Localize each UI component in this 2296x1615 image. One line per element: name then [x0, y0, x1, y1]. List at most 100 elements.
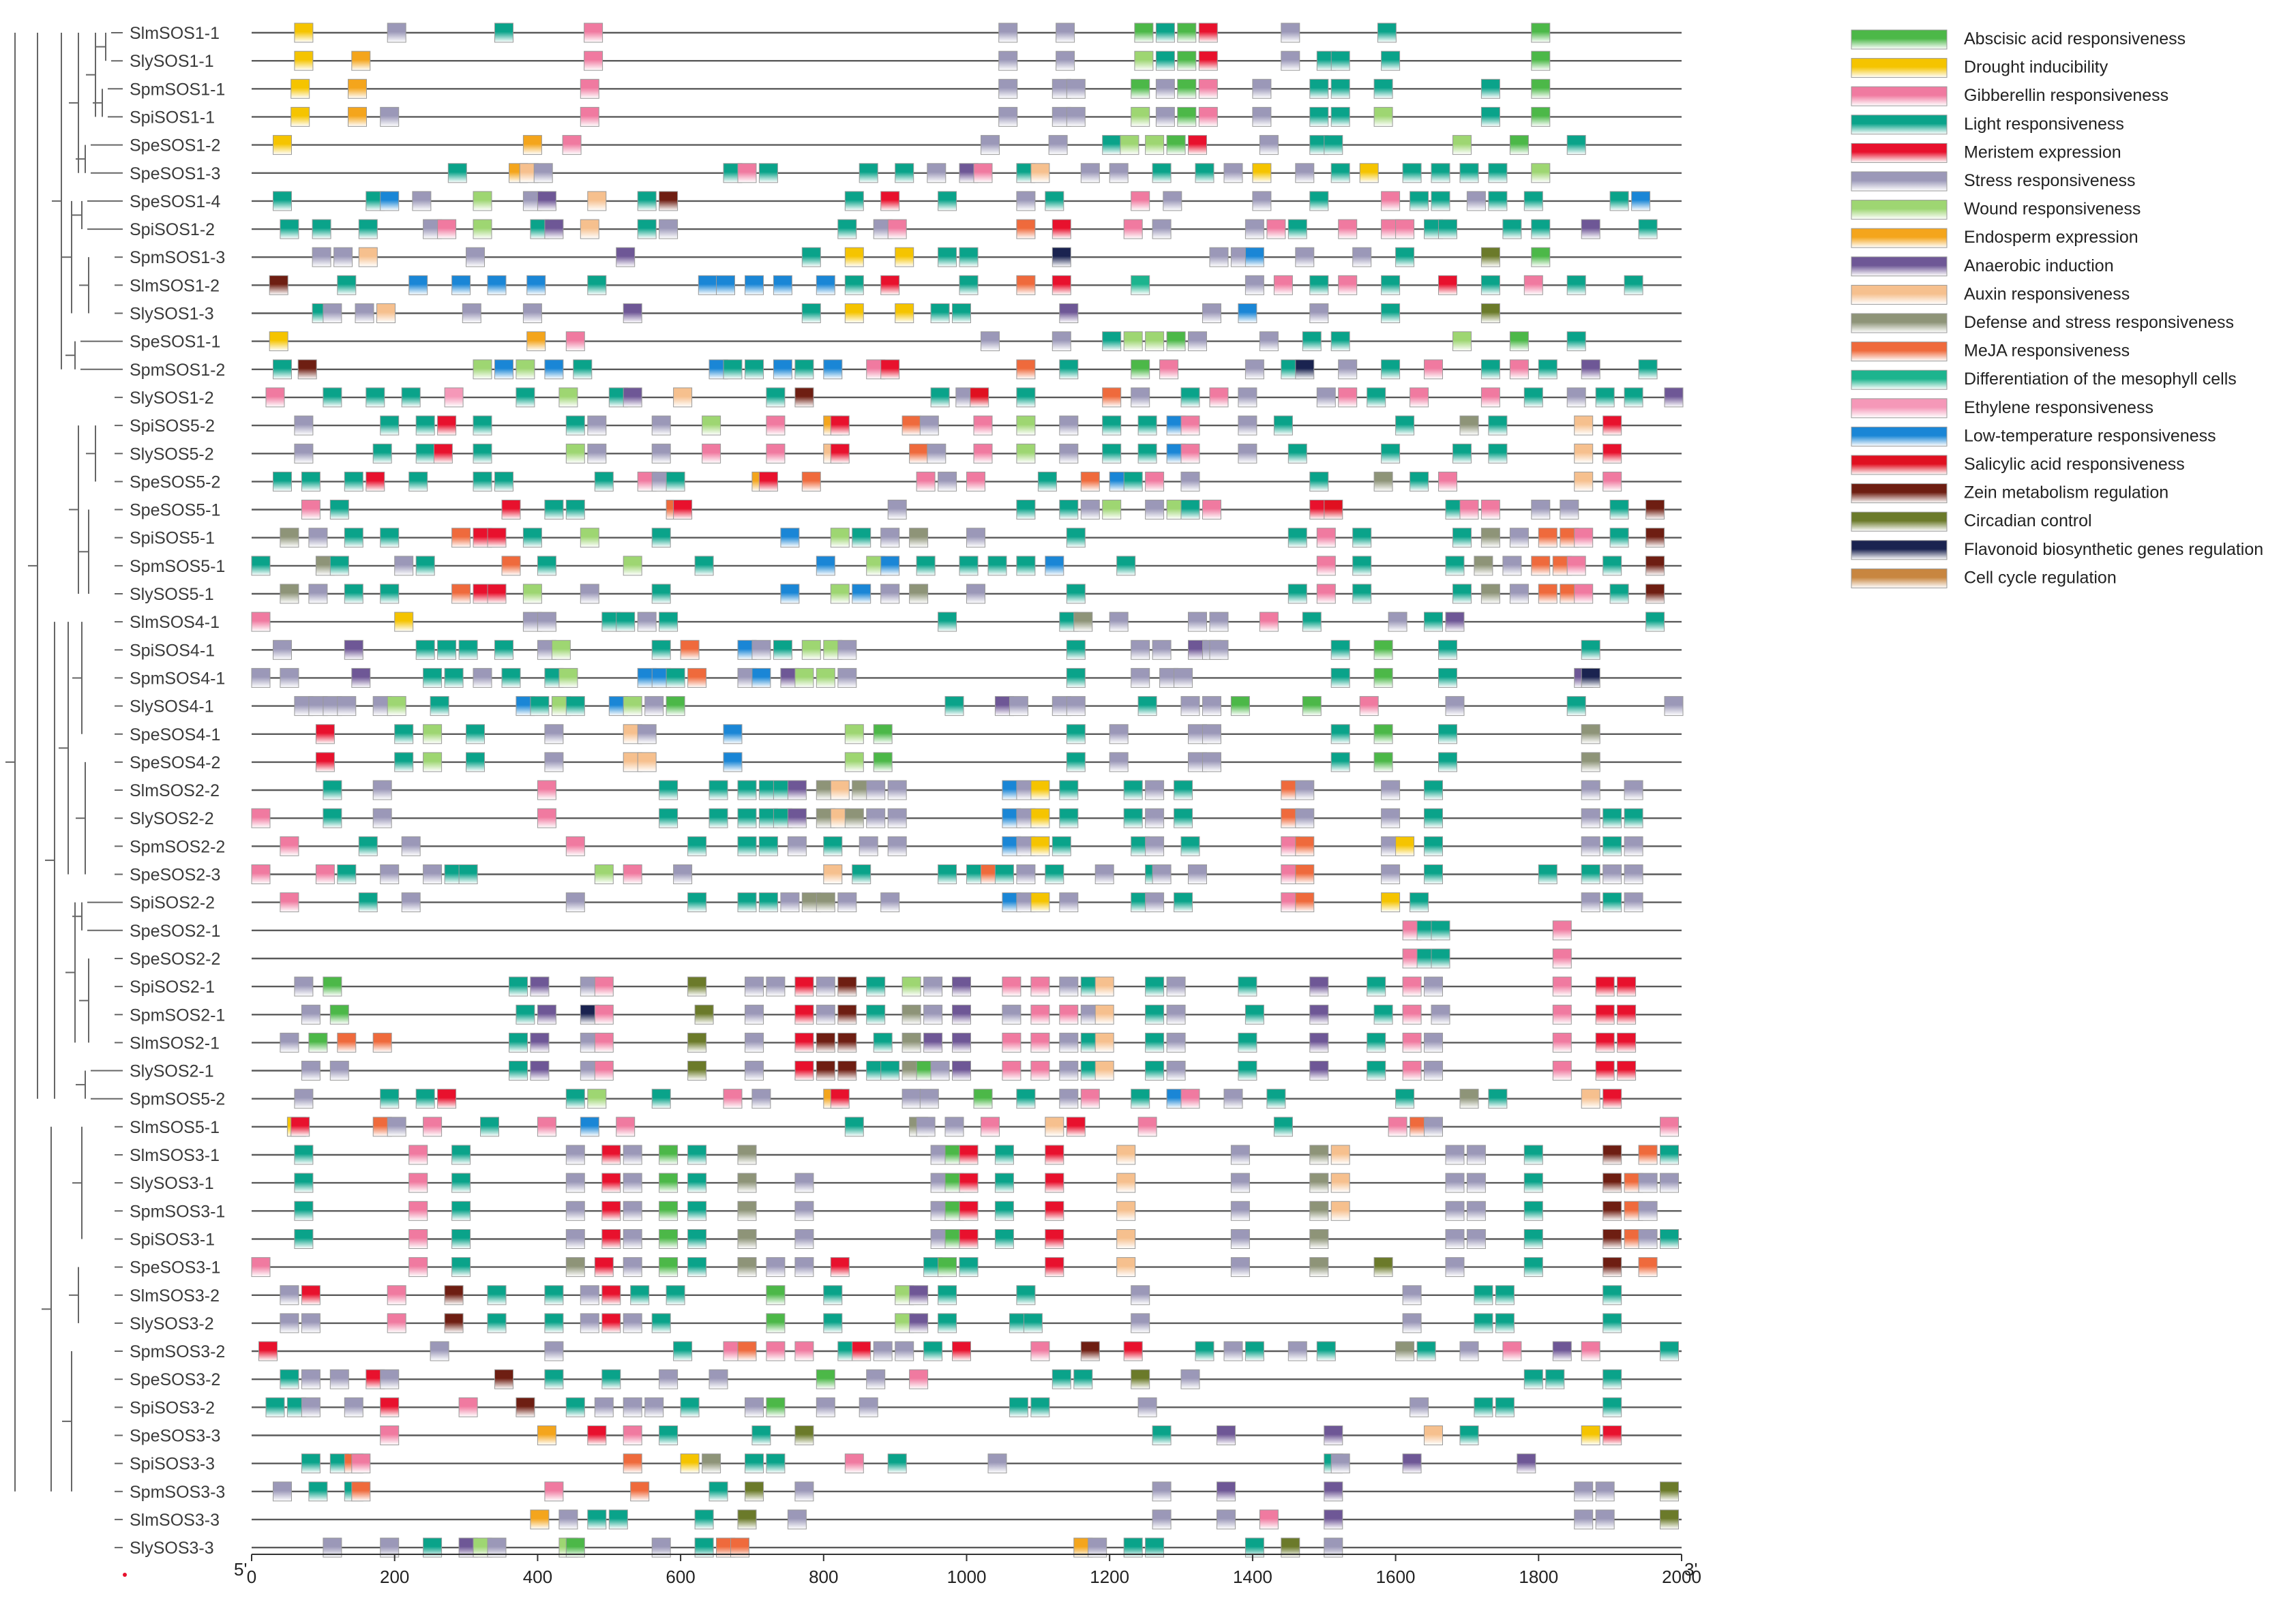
cis-element-box	[451, 275, 471, 295]
cis-element-box	[1502, 219, 1522, 239]
cis-element-box	[1574, 415, 1594, 436]
cis-element-box	[544, 1341, 564, 1361]
legend-swatch	[1851, 256, 1948, 277]
cis-element-box	[709, 1369, 728, 1389]
cis-element-box	[565, 331, 585, 352]
cis-element-box	[1131, 1285, 1150, 1305]
cis-element-box	[794, 1032, 814, 1053]
cis-element-box	[1509, 528, 1529, 548]
cis-element-box	[637, 191, 657, 211]
cis-element-box	[1230, 1145, 1250, 1165]
cis-element-box	[565, 836, 585, 856]
cis-element-box	[1259, 1509, 1279, 1530]
cis-element-box	[998, 78, 1018, 99]
cis-element-box	[433, 443, 453, 464]
gene-row: SlmSOS2-2	[130, 780, 1682, 800]
cis-element-box	[1273, 1117, 1293, 1137]
gene-label: SpeSOS4-1	[130, 725, 220, 744]
gene-label: SpmSOS3-2	[130, 1342, 225, 1361]
cis-element-box	[323, 780, 342, 800]
cis-element-box	[1152, 1425, 1172, 1445]
cis-element-box	[859, 836, 878, 856]
cis-element-box	[1459, 1425, 1479, 1445]
cis-element-box	[923, 1032, 943, 1053]
cis-element-box	[587, 415, 607, 436]
legend-swatch	[1851, 483, 1948, 504]
cis-element-box	[659, 612, 679, 632]
cis-element-box	[1438, 219, 1457, 239]
cis-element-box	[1367, 976, 1386, 997]
cis-element-box	[487, 1285, 507, 1305]
cis-element-box	[1030, 836, 1050, 856]
axis-tick-label: 200	[380, 1567, 409, 1587]
cis-element-box	[1595, 1032, 1615, 1053]
cis-element-box	[1056, 22, 1075, 43]
gene-row: SpeSOS2-1	[130, 920, 1682, 941]
gene-label: SlmSOS1-1	[130, 24, 220, 43]
cis-element-box	[1602, 471, 1622, 492]
cis-element-box	[430, 1341, 449, 1361]
gene-row: SpiSOS5-1	[130, 528, 1682, 548]
cis-element-box	[1466, 1201, 1486, 1221]
cis-element-box	[981, 1117, 1000, 1137]
cis-element-box	[1395, 836, 1415, 856]
cis-element-box	[651, 584, 671, 604]
cis-element-box	[666, 696, 685, 716]
cis-element-box	[551, 639, 571, 660]
cis-element-box	[530, 1032, 550, 1053]
cis-element-box	[1163, 191, 1182, 211]
cis-element-box	[1030, 976, 1050, 997]
cis-element-box	[1523, 387, 1543, 408]
cis-element-box	[1373, 78, 1393, 99]
cis-element-box	[1094, 1061, 1114, 1081]
gene-label: SlmSOS2-2	[130, 781, 220, 800]
cis-element-box	[1180, 415, 1200, 436]
cis-element-box	[387, 696, 406, 716]
cis-element-box	[301, 500, 320, 519]
cis-element-box	[673, 500, 693, 519]
cis-element-box	[1480, 247, 1500, 267]
legend-label: Salicylic acid responsiveness	[1964, 455, 2185, 474]
cis-element-box	[1480, 528, 1500, 548]
cis-element-box	[1531, 556, 1551, 576]
gene-row: SpiSOS3-1	[130, 1229, 1682, 1250]
cis-element-box	[337, 696, 357, 716]
cis-element-box	[1602, 1089, 1622, 1109]
gene-row: SpmSOS4-1	[130, 667, 1682, 688]
cis-element-box	[387, 1285, 406, 1305]
cis-element-box	[1131, 387, 1150, 408]
cis-element-box	[1459, 1341, 1479, 1361]
cis-element-box	[1166, 1061, 1186, 1081]
cis-element-box	[308, 584, 328, 604]
cis-element-box	[1217, 1425, 1236, 1445]
cis-element-box	[873, 1032, 893, 1053]
cis-element-box	[1030, 780, 1050, 800]
gene-label: SpmSOS2-1	[130, 1006, 225, 1025]
cis-element-box	[1402, 1032, 1422, 1053]
cis-element-box	[1495, 1285, 1515, 1305]
cis-element-box	[273, 359, 292, 380]
gene-label: SpeSOS3-1	[130, 1258, 220, 1278]
cis-element-box	[651, 1089, 671, 1109]
cis-element-box	[380, 106, 400, 127]
gene-label: SpmSOS5-2	[130, 1090, 225, 1109]
cis-element-box	[580, 528, 599, 548]
gene-row: SpeSOS1-1	[130, 331, 1682, 352]
cis-element-box	[1367, 1032, 1386, 1053]
cis-element-box	[723, 724, 743, 744]
cis-element-box	[1238, 303, 1257, 323]
cis-element-box	[501, 667, 521, 688]
cis-element-box	[1538, 528, 1557, 548]
cis-element-box	[1424, 1061, 1443, 1081]
cis-element-box	[1066, 106, 1086, 127]
cis-element-box	[329, 1369, 349, 1389]
cis-element-box	[830, 443, 850, 464]
cis-element-box	[952, 976, 971, 997]
cis-element-box	[601, 1173, 621, 1193]
cis-element-box	[959, 247, 979, 267]
legend-label: Flavonoid biosynthetic genes regulation	[1964, 540, 2263, 559]
cis-element-box	[1581, 359, 1600, 380]
cis-element-box	[1424, 1425, 1443, 1445]
cis-element-box	[1209, 612, 1229, 632]
cis-element-box	[994, 1201, 1014, 1221]
